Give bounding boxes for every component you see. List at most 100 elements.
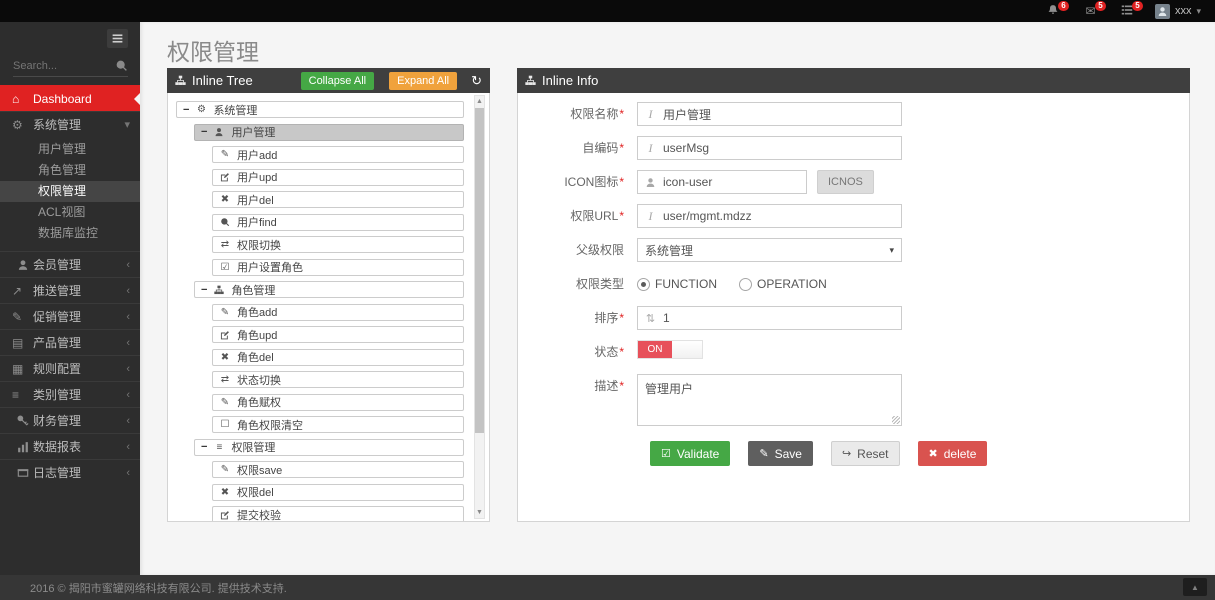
sidebar-item-系统管理[interactable]: ⚙ 系统管理 ▾ [0, 111, 140, 137]
status-label: 状态* [594, 345, 624, 359]
collapse-toggle-icon[interactable]: − [201, 441, 208, 453]
sidebar-item-label: 财务管理 [33, 414, 82, 428]
edit-icon [219, 510, 231, 520]
sidebar-item-类别管理[interactable]: ≡ 类别管理 ‹ [0, 381, 140, 407]
sort-input[interactable]: ⇅ 1 [637, 306, 902, 330]
tree-node-权限save[interactable]: ✎ 权限save [212, 461, 464, 478]
chevron-left-icon: ‹ [126, 258, 130, 271]
tree-node-权限管理[interactable]: − ≡ 权限管理 [194, 438, 464, 456]
parent-selected-value: 系统管理 [645, 243, 694, 258]
tree-node-用户设置角色[interactable]: ☑ 用户设置角色 [212, 258, 464, 276]
parent-select[interactable]: 系统管理 ▾ [637, 238, 902, 262]
pencil-icon: ✎ [220, 149, 230, 160]
caret-down-icon: ▾ [889, 244, 894, 255]
notification-envelope[interactable]: ✉ 5 [1083, 0, 1106, 19]
scrollbar-thumb[interactable] [475, 108, 484, 433]
times-icon: ✖ [220, 351, 230, 363]
tree-node-角色管理[interactable]: − 角色管理 [194, 281, 464, 298]
collapse-all-button[interactable]: Collapse All [300, 71, 375, 90]
sort-control: ⇅ 1 [637, 306, 902, 330]
sidebar-subitem-权限管理[interactable]: 权限管理 [0, 181, 140, 202]
sidebar-subitem-ACL视图[interactable]: ACL视图 [38, 205, 86, 219]
notification-tasks[interactable]: 5 [1120, 0, 1143, 19]
name-input[interactable]: I 用户管理 [637, 102, 902, 126]
tree-node-角色权限清空[interactable]: ☐ 角色权限清空 [212, 416, 464, 433]
search-icon[interactable] [115, 59, 128, 72]
collapse-toggle-icon[interactable]: − [183, 103, 190, 116]
sidebar-subitem-数据库监控[interactable]: 数据库监控 [38, 226, 99, 240]
sidebar-item-财务管理[interactable]: 财务管理 ‹ [0, 407, 140, 433]
sidebar-toggle-button[interactable] [107, 29, 128, 48]
radio-OPERATION[interactable]: OPERATION [739, 277, 827, 291]
notification-bell[interactable]: 6 [1046, 0, 1069, 19]
sidebar-item-产品管理[interactable]: ▤ 产品管理 ‹ [0, 329, 140, 355]
required-asterisk: * [619, 379, 624, 393]
save-button[interactable]: ✎ Save [748, 441, 813, 466]
scroll-up-arrow-icon[interactable]: ▲ [476, 98, 483, 105]
refresh-icon[interactable]: ↻ [471, 72, 482, 88]
notification-group: 6 ✉ 5 5 [1046, 0, 1143, 19]
page-title: 权限管理 [167, 39, 259, 65]
icon-input[interactable]: icon-user [637, 170, 807, 194]
square-icon: ☐ [220, 419, 230, 430]
icon-label: ICON图标* [564, 175, 624, 189]
tree-node-角色del[interactable]: ✖ 角色del [212, 348, 464, 366]
resize-handle[interactable] [892, 416, 900, 424]
tree-node-提交校验[interactable]: 提交校验 [212, 506, 464, 521]
member-icon [213, 127, 225, 137]
delete-button[interactable]: ✖ delete [917, 441, 988, 466]
notification-badge: 5 [1131, 0, 1143, 11]
tree-node-权限切换[interactable]: ⇄ 权限切换 [212, 236, 464, 253]
sidebar-item-日志管理[interactable]: 日志管理 ‹ [0, 459, 140, 485]
chart-icon [12, 441, 33, 453]
sidebar-item-促销管理[interactable]: ✎ 促销管理 ‹ [0, 303, 140, 329]
required-asterisk: * [619, 311, 624, 325]
icnos-button[interactable]: ICNOS [817, 170, 874, 194]
sidebar-subitem-角色管理[interactable]: 角色管理 [38, 163, 87, 177]
sidebar-subitem-用户管理[interactable]: 用户管理 [38, 142, 87, 156]
sidebar-item-label: 系统管理 [33, 118, 82, 132]
expand-all-button[interactable]: Expand All [389, 71, 458, 90]
status-field-row: 状态* ON [518, 340, 1189, 364]
tree-node-用户管理[interactable]: − 用户管理 [194, 123, 464, 141]
radio-checked-icon[interactable] [637, 277, 650, 291]
collapse-toggle-icon[interactable]: − [201, 126, 208, 138]
tree-node-角色upd[interactable]: 角色upd [212, 326, 464, 343]
tree-scrollbar[interactable]: ▲ ▼ [474, 95, 485, 519]
validate-button[interactable]: ☑ Validate [650, 441, 731, 466]
scroll-to-top-button[interactable]: ▲ [1183, 578, 1207, 596]
chevron-left-icon: ‹ [126, 466, 130, 479]
sidebar-item-Dashboard[interactable]: ⌂ Dashboard [0, 85, 140, 111]
sidebar-item-会员管理[interactable]: 会员管理 ‹ [0, 251, 140, 277]
user-menu[interactable]: xxx ▾ [1154, 3, 1201, 19]
radio-unchecked-icon[interactable] [739, 277, 752, 291]
tree-node-label: 角色del [237, 352, 274, 364]
status-toggle[interactable]: ON [637, 340, 703, 359]
tree-node-label: 用户upd [237, 172, 278, 184]
tree-node-系统管理[interactable]: − ⚙ 系统管理 [176, 101, 464, 118]
tree-node-角色add[interactable]: ✎ 角色add [212, 303, 464, 321]
tree-node-用户add[interactable]: ✎ 用户add [212, 146, 464, 163]
reset-button[interactable]: ↪ Reset [830, 441, 900, 466]
sidebar-item-规则配置[interactable]: ▦ 规则配置 ‹ [0, 355, 140, 381]
sidebar-item-推送管理[interactable]: ↗ 推送管理 ‹ [0, 277, 140, 303]
inline-tree-header: Inline Tree Collapse All Expand All ↻ [167, 68, 490, 93]
collapse-toggle-icon[interactable]: − [201, 283, 208, 296]
scroll-down-arrow-icon[interactable]: ▼ [476, 509, 483, 516]
log-icon [12, 467, 33, 479]
tree-node-用户upd[interactable]: 用户upd [212, 168, 464, 186]
desc-textarea[interactable]: 管理用户 [637, 374, 902, 426]
sidebar-item-数据报表[interactable]: 数据报表 ‹ [0, 433, 140, 459]
tree-node-用户find[interactable]: 用户find [212, 213, 464, 231]
tree-node-角色赋权[interactable]: ✎ 角色赋权 [212, 393, 464, 411]
tree-node-权限del[interactable]: ✖ 权限del [212, 483, 464, 501]
search-input[interactable] [13, 59, 115, 72]
icon-field-row: ICON图标* icon-user ICNOS [518, 170, 1189, 194]
radio-FUNCTION[interactable]: FUNCTION [637, 277, 717, 291]
tree-node-状态切换[interactable]: ⇄ 状态切换 [212, 371, 464, 388]
tree-node-label: 系统管理 [213, 104, 258, 117]
tree-node-用户del[interactable]: ✖ 用户del [212, 191, 464, 208]
